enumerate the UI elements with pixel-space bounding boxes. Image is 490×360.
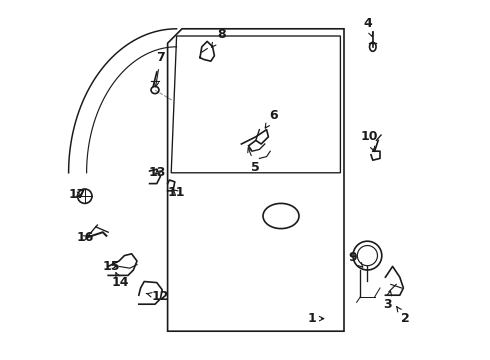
Text: 13: 13 [148,166,166,179]
Text: 5: 5 [248,148,260,174]
Text: 11: 11 [168,186,185,199]
Text: 17: 17 [69,188,86,201]
Text: 7: 7 [154,51,165,87]
Text: 16: 16 [76,231,94,244]
Text: 10: 10 [361,130,378,151]
Text: 9: 9 [349,251,363,267]
Text: 8: 8 [212,28,226,47]
Text: 2: 2 [397,307,410,325]
Text: 1: 1 [307,312,324,325]
Text: 6: 6 [265,109,278,128]
Text: 12: 12 [146,291,169,303]
Text: 4: 4 [363,17,373,37]
Text: 3: 3 [383,291,392,311]
Text: 14: 14 [112,273,129,289]
Text: 15: 15 [103,260,121,273]
